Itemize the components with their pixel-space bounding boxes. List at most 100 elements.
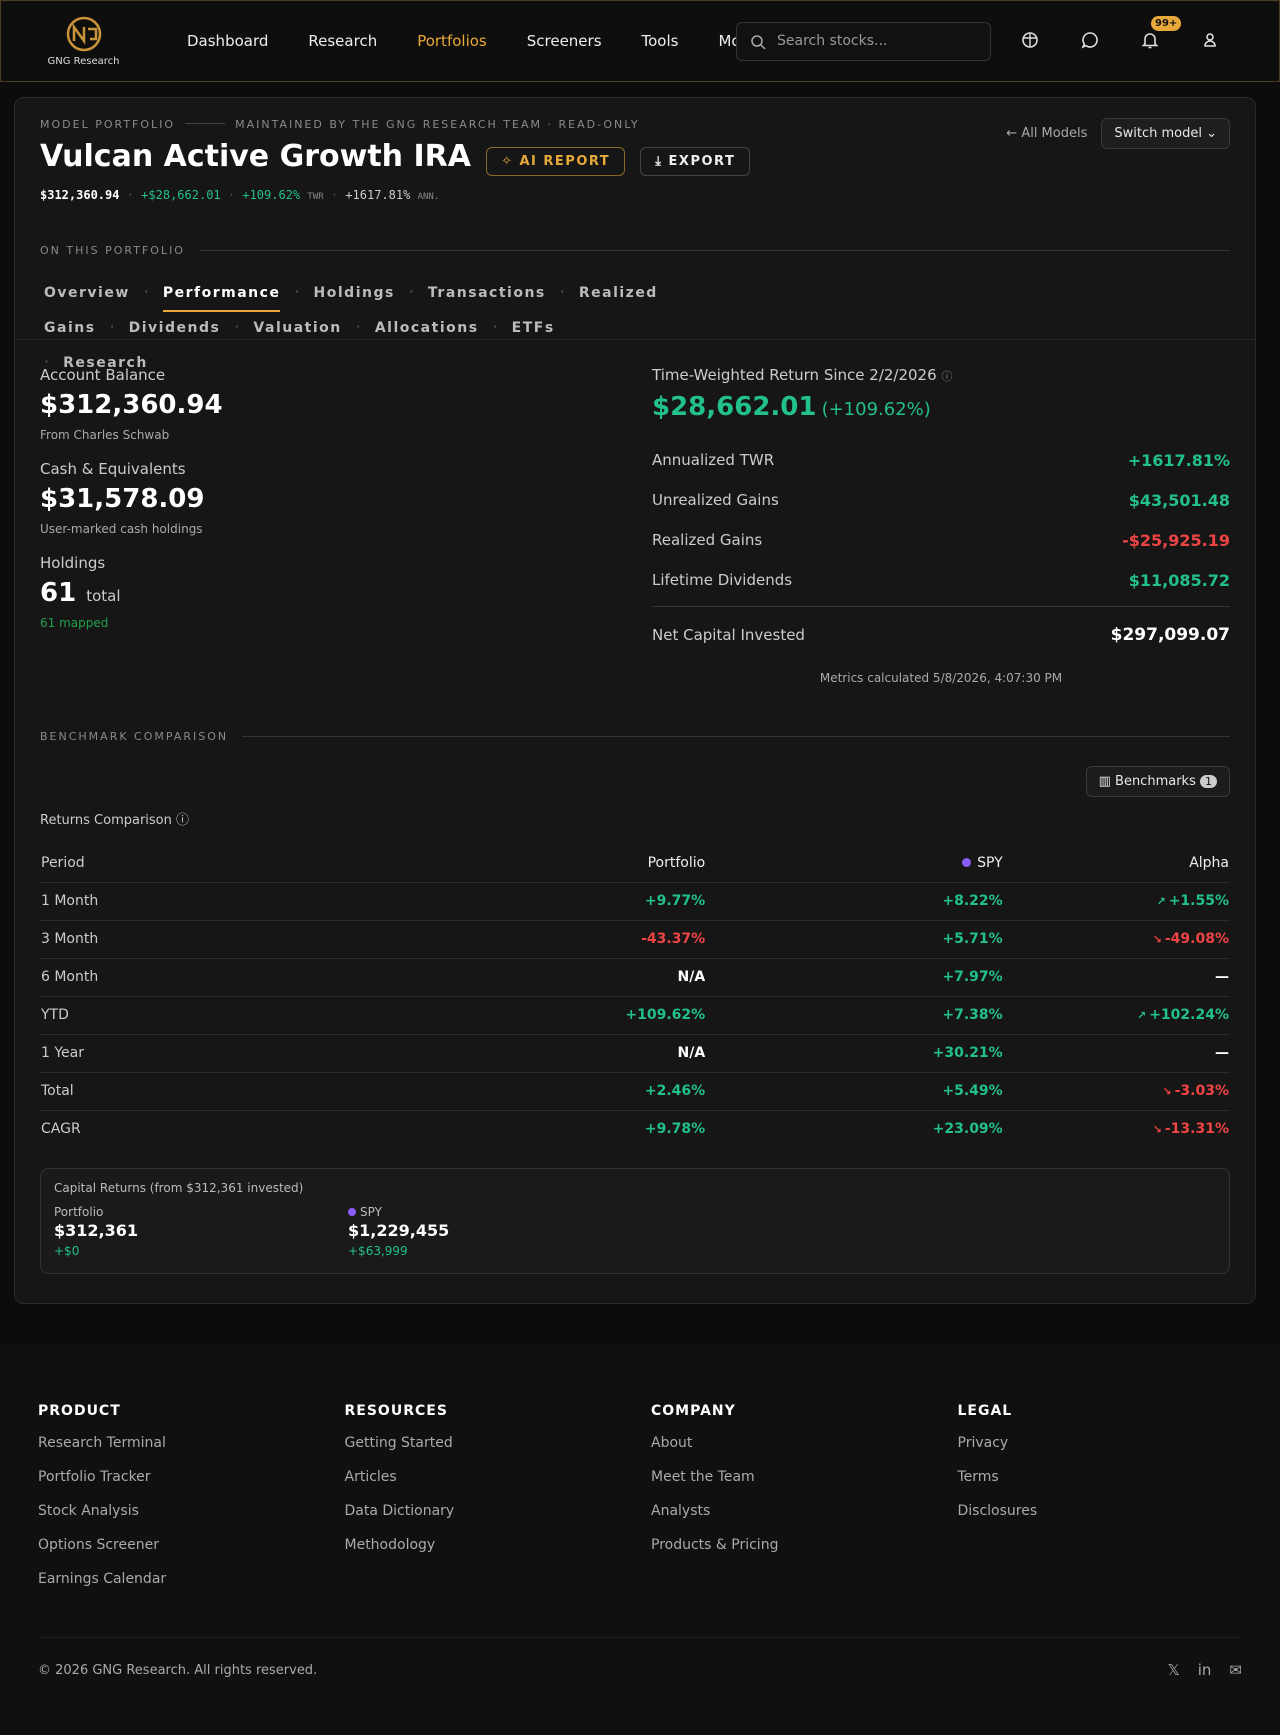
switch-model-button[interactable]: Switch model ⌄ — [1101, 118, 1230, 149]
table-row: YTD +109.62% +7.38% ↗ +102.24% — [40, 995, 1230, 1034]
bell-icon[interactable] — [1139, 29, 1161, 51]
nav-link[interactable]: Research — [308, 32, 378, 50]
footer-column: LEGAL Privacy Terms Disclosures — [958, 1403, 1038, 1537]
period-cell: 1 Year — [40, 1033, 183, 1072]
tab[interactable]: Overview — [44, 285, 130, 301]
footer-link[interactable]: Disclosures — [957, 1503, 1038, 1519]
ai-report-button[interactable]: ✧ AI REPORT — [486, 147, 626, 176]
tab[interactable]: Transactions — [427, 285, 546, 301]
footer-link[interactable]: About — [651, 1435, 693, 1451]
table-cell: +7.97% — [706, 957, 1004, 996]
footer-link[interactable]: Stock Analysis — [38, 1503, 139, 1519]
footer-link[interactable]: Articles — [344, 1469, 397, 1485]
stat-gain: +$28,662.01 — [141, 188, 221, 202]
spy-dot — [348, 1208, 356, 1216]
tab-separator: · — [44, 352, 50, 371]
tab[interactable]: ETFs — [511, 320, 555, 336]
cell-text: -13.31% — [1164, 1121, 1229, 1138]
footer-heading: PRODUCT — [38, 1403, 121, 1419]
footer-link[interactable]: Data Dictionary — [344, 1503, 455, 1519]
tabs-label: ON THIS PORTFOLIO — [40, 244, 185, 257]
tab[interactable]: Holdings — [313, 285, 395, 301]
tab[interactable]: Dividends — [128, 320, 221, 336]
table-cell: ↘ -13.31% — [1003, 1109, 1230, 1148]
cell-text: Total — [41, 1083, 74, 1099]
period-cell: YTD — [40, 995, 183, 1034]
footer-link[interactable]: Methodology — [344, 1537, 436, 1553]
x-link[interactable]: 𝕏 — [1167, 1661, 1180, 1679]
returns-subtitle: Returns Comparison — [40, 813, 172, 828]
cell-text: -3.03% — [1174, 1083, 1229, 1099]
ai-report-label: AI REPORT — [519, 154, 611, 169]
cell-text: +30.21% — [932, 1045, 1003, 1061]
logo[interactable]: GNG Research — [41, 15, 126, 67]
footer-link[interactable]: Earnings Calendar — [38, 1571, 167, 1587]
logo-mark — [66, 16, 101, 52]
period-cell: 3 Month — [40, 919, 183, 958]
column-header: Portfolio — [183, 844, 707, 882]
linkedin-link[interactable]: in — [1197, 1661, 1212, 1679]
globe-icon[interactable] — [1019, 29, 1041, 51]
footer-link[interactable]: Terms — [957, 1469, 999, 1485]
user-icon[interactable] — [1199, 29, 1221, 51]
benchmarks-button[interactable]: ▥ Benchmarks 1 — [1085, 766, 1230, 797]
summary-value: $312,360.94 — [40, 390, 223, 420]
table-cell: — — [1003, 1033, 1230, 1072]
summary-value-row: $31,578.09 — [40, 484, 600, 514]
cell-text: -43.37% — [641, 931, 706, 947]
summary-right: Time-Weighted Return Since 2/2/2026 ⓘ $2… — [652, 366, 1230, 685]
period-cell: 1 Month — [40, 881, 183, 920]
tab[interactable]: Research — [63, 355, 148, 371]
cell-text: +9.78% — [644, 1121, 706, 1138]
nav-link[interactable]: Screeners — [526, 32, 602, 50]
column-header: Alpha — [1004, 844, 1230, 882]
cell-text: +5.49% — [942, 1083, 1003, 1099]
chat-icon[interactable] — [1079, 29, 1101, 51]
tab[interactable]: Valuation — [253, 320, 342, 336]
capital-value: $312,361 — [54, 1221, 139, 1240]
table-cell: +30.21% — [706, 1033, 1004, 1072]
cell-text: -49.08% — [1164, 931, 1229, 947]
capital-name: Portfolio — [54, 1205, 138, 1219]
search-box[interactable]: Search stocks... — [736, 22, 991, 61]
metric-row: Unrealized Gains $43,501.48 — [652, 480, 1230, 520]
summary-note: User-marked cash holdings — [40, 522, 203, 536]
nav-link[interactable]: Dashboard — [187, 32, 269, 50]
table-header: Period Portfolio SPY Alpha — [40, 844, 1230, 882]
footer-link[interactable]: Options Screener — [38, 1537, 159, 1553]
footer-column: COMPANY About Meet the Team Analysts Product… — [651, 1403, 778, 1571]
summary-value: 61 — [40, 578, 77, 608]
footer-link[interactable]: Portfolio Tracker — [38, 1469, 151, 1485]
footer-link[interactable]: Meet the Team — [651, 1469, 755, 1485]
nav-link[interactable]: Portfolios — [417, 32, 487, 50]
table-row: 6 Month N/A +7.97% — — [40, 957, 1230, 996]
table-cell: ↘ -49.08% — [1003, 919, 1230, 958]
tab[interactable]: Allocations — [374, 320, 479, 336]
footer-link[interactable]: Analysts — [651, 1503, 711, 1519]
nav-link[interactable]: Tools — [641, 32, 679, 50]
tab[interactable]: Performance — [162, 285, 281, 312]
table-row: CAGR +9.78% +23.09% ↘ -13.31% — [40, 1109, 1230, 1148]
mail-link[interactable]: ✉ — [1229, 1661, 1242, 1679]
logo-text: GNG Research — [47, 56, 120, 67]
table-cell: ↘ -3.03% — [1003, 1071, 1230, 1110]
export-button[interactable]: ⤓ EXPORT — [640, 147, 751, 176]
cell-text: N/A — [677, 969, 706, 985]
cell-text: — — [1215, 1045, 1229, 1061]
footer-link[interactable]: Getting Started — [344, 1435, 453, 1451]
nav-links: Dashboard Research Portfolios Screeners Tool… — [187, 32, 787, 50]
stat-twr-label: TWR — [307, 192, 324, 202]
footer-link[interactable]: Privacy — [957, 1435, 1009, 1451]
tab-separator: · — [294, 282, 300, 301]
all-models-link[interactable]: ← All Models — [1006, 126, 1088, 141]
calculated-note: Metrics calculated 5/8/2026, 4:07:30 PM — [819, 671, 1063, 685]
metric-value: -$25,925.19 — [1122, 530, 1230, 550]
footer-link[interactable]: Products & Pricing — [651, 1537, 779, 1553]
cell-text: +23.09% — [932, 1121, 1003, 1138]
table-cell: ↗ +1.55% — [1003, 881, 1230, 920]
trend-icon: ↘ — [1162, 1085, 1172, 1098]
footer-link[interactable]: Research Terminal — [38, 1435, 166, 1451]
tab[interactable]: Realized Gains — [44, 285, 658, 336]
maintained-note: MAINTAINED BY THE GNG RESEARCH TEAM · RE… — [235, 118, 640, 131]
stat-twr: +109.62% — [242, 188, 301, 202]
